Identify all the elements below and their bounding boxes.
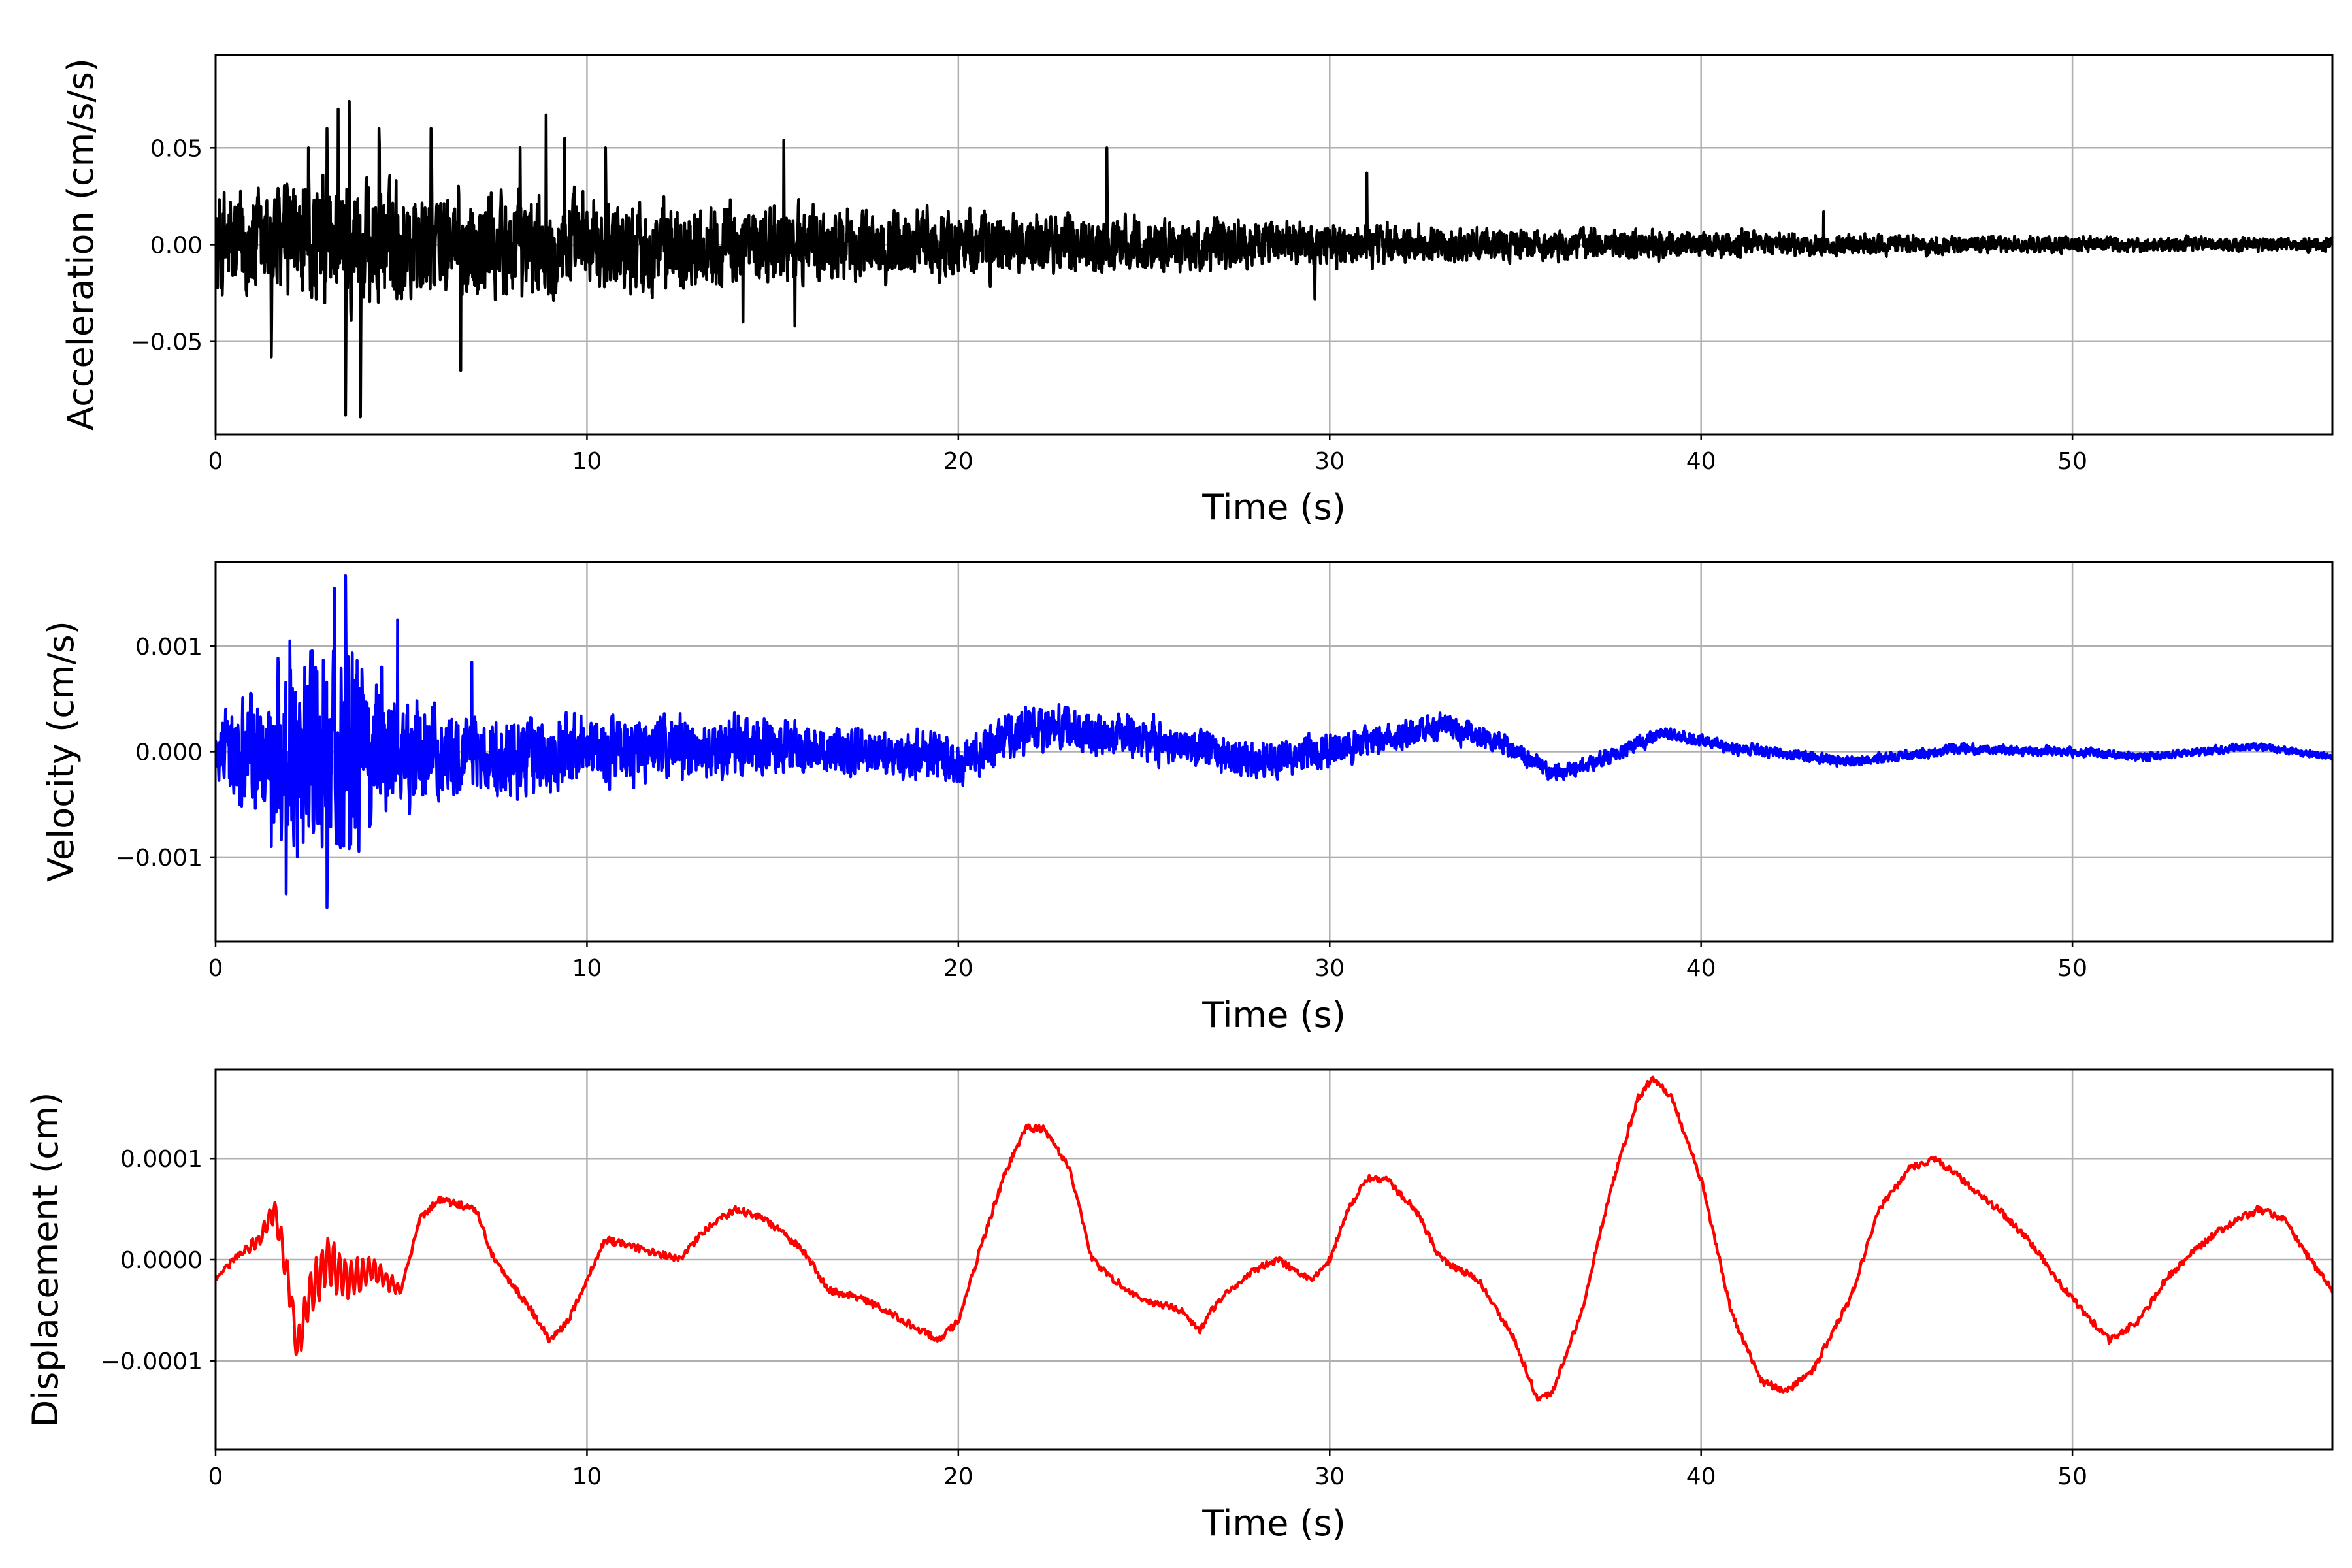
displacement-trace-group (216, 1075, 2332, 1402)
acceleration-panel: 0 10 20 30 40 50 −0.05 0.00 0.05 Time (s) Accele… (60, 54, 2334, 528)
acceleration-x-tick-label: 40 (1686, 448, 1716, 475)
acceleration-y-axis-title: Acceleration (cm/s/s) (60, 58, 101, 431)
velocity-x-tick-label: 20 (943, 955, 973, 982)
velocity-trace-group (216, 574, 2332, 909)
acceleration-x-tick-label: 10 (572, 448, 602, 475)
displacement-y-axis-title: Displacement (cm) (25, 1092, 66, 1428)
acceleration-series-line (216, 99, 2332, 419)
displacement-grid (216, 1070, 2332, 1450)
displacement-x-tick-label: 20 (943, 1463, 973, 1490)
velocity-y-tick-label: 0.001 (135, 634, 203, 661)
displacement-x-tick-label: 10 (572, 1463, 602, 1490)
velocity-y-tick-label: 0.000 (135, 740, 203, 766)
displacement-y-tick-label: 0.0000 (120, 1247, 203, 1274)
velocity-y-axis-title: Velocity (cm/s) (41, 621, 82, 882)
velocity-x-tick-label: 50 (2057, 955, 2087, 982)
displacement-x-tick-label: 40 (1686, 1463, 1716, 1490)
velocity-x-axis-title: Time (s) (1201, 994, 1346, 1036)
velocity-x-tick-label: 40 (1686, 955, 1716, 982)
velocity-series-line (216, 574, 2332, 909)
displacement-x-tick-label: 50 (2057, 1463, 2087, 1490)
acceleration-x-tick-label: 20 (943, 448, 973, 475)
acceleration-ticks: 0 10 20 30 40 50 −0.05 0.00 0.05 (131, 135, 2087, 475)
acceleration-x-axis-title: Time (s) (1201, 487, 1346, 528)
displacement-x-axis-title: Time (s) (1201, 1503, 1346, 1544)
displacement-series-line (216, 1075, 2332, 1402)
acceleration-y-tick-label: −0.05 (131, 329, 203, 356)
velocity-x-tick-label: 10 (572, 955, 602, 982)
displacement-x-tick-label: 30 (1315, 1463, 1345, 1490)
velocity-y-tick-label: −0.001 (116, 845, 203, 872)
acceleration-x-tick-label: 50 (2057, 448, 2087, 475)
acceleration-trace-group (216, 99, 2332, 419)
displacement-x-tick-label: 0 (208, 1463, 223, 1490)
acceleration-x-tick-label: 0 (208, 448, 223, 475)
velocity-ticks: 0 10 20 30 40 50 −0.001 0.000 0.001 (116, 634, 2087, 982)
displacement-y-tick-label: 0.0001 (120, 1146, 203, 1173)
velocity-x-tick-label: 30 (1315, 955, 1345, 982)
displacement-ticks: 0 10 20 30 40 50 −0.0001 0.0000 0.0001 (101, 1146, 2087, 1490)
acceleration-y-tick-label: 0.00 (150, 233, 203, 259)
acceleration-y-tick-label: 0.05 (150, 135, 203, 162)
acceleration-x-tick-label: 30 (1315, 448, 1345, 475)
velocity-x-tick-label: 0 (208, 955, 223, 982)
velocity-panel: 0 10 20 30 40 50 −0.001 0.000 0.001 Time (s) Vel… (41, 561, 2334, 1036)
displacement-y-tick-label: −0.0001 (101, 1348, 203, 1375)
